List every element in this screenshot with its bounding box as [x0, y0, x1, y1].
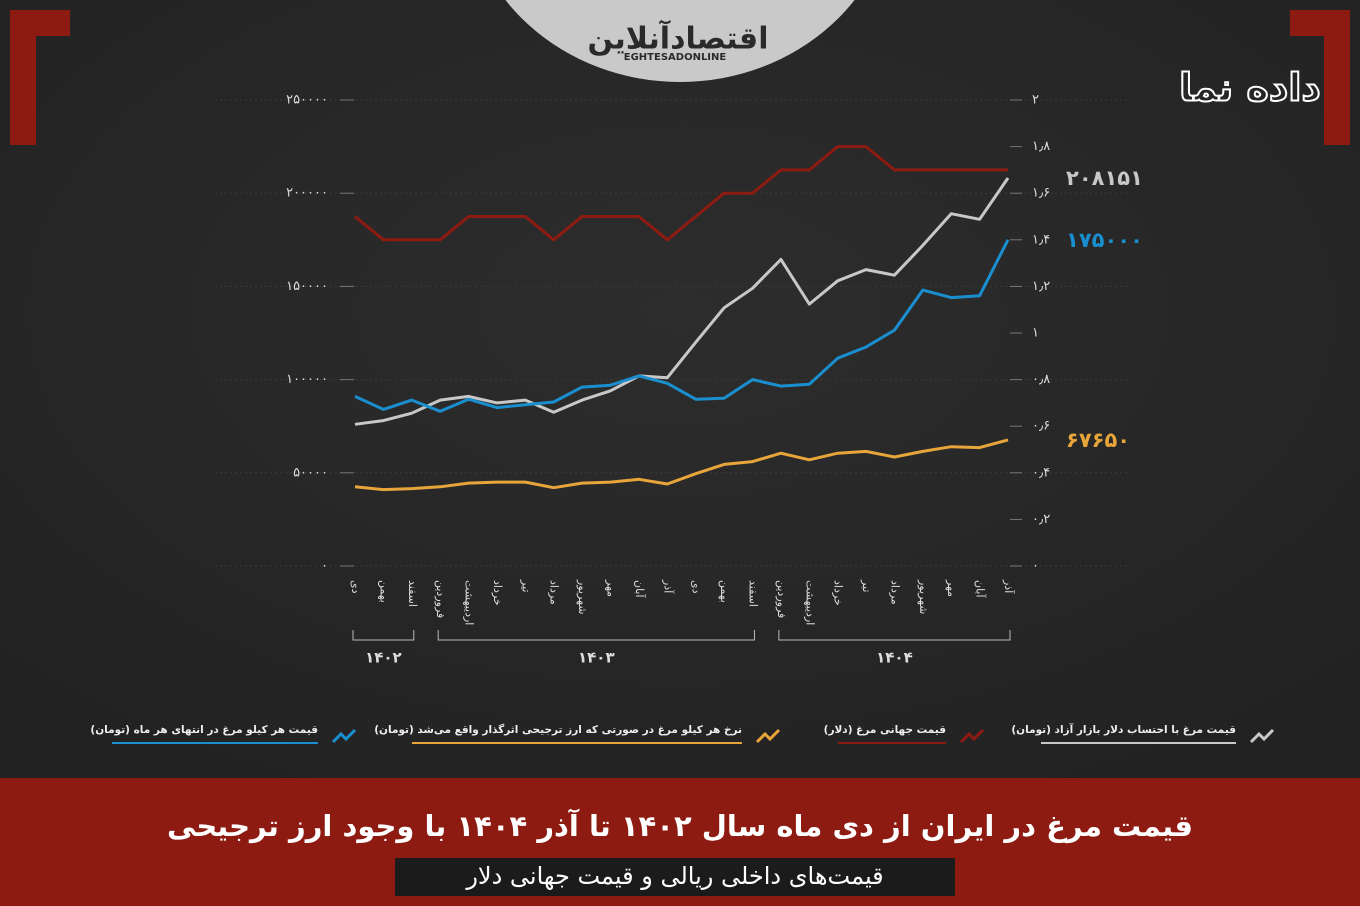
x-tick-label: آذر [661, 579, 675, 594]
y2-tick-label: ۰٫۲ [1032, 512, 1050, 527]
logo-backdrop [505, 0, 855, 82]
x-tick-label: مهر [605, 579, 618, 597]
x-tick-label: آبان [974, 580, 988, 598]
x-tick-label: تیر [860, 579, 873, 592]
y-tick-label: ۰ [321, 559, 328, 574]
x-tick-label: آذر [1002, 579, 1016, 594]
chart-title: قیمت مرغ در ایران از دی ماه سال ۱۴۰۲ تا … [167, 808, 1193, 843]
y2-tick-label: ۰٫۴ [1032, 465, 1050, 480]
legend-label: نرخ هر کیلو مرغ در صورتی که ارز ترجیحی ا… [374, 723, 742, 736]
x-tick-label: اردیبهشت [463, 580, 476, 625]
x-tick-label: بهمن [718, 580, 731, 603]
year-label: ۱۴۰۲ [365, 649, 402, 667]
series-logo: داده نما [1179, 66, 1321, 110]
x-tick-label: اسفند [746, 580, 759, 607]
year-bracket [352, 630, 415, 641]
y-tick-label: ۱۵۰۰۰۰ [286, 279, 328, 294]
x-tick-label: خرداد [491, 580, 504, 606]
y-tick-label: ۲۵۰۰۰۰ [286, 93, 328, 108]
series-line [354, 239, 1010, 413]
y2-tick-label: ۱٫۴ [1032, 232, 1050, 247]
value-label: ۱۷۵۰۰۰ [1066, 228, 1143, 252]
x-tick-label: مهر [945, 579, 958, 597]
legend-label: قیمت هر کیلو مرغ در انتهای هر ماه (تومان… [90, 724, 318, 736]
legend-icon [1249, 728, 1275, 744]
series-line [354, 438, 1009, 492]
value-label: ۲۰۸۱۵۱ [1066, 166, 1143, 190]
x-tick-label: مرداد [548, 580, 561, 605]
year-label: ۱۴۰۳ [578, 649, 615, 667]
value-label: ۶۷۶۵۰ [1066, 428, 1130, 452]
x-tick-label: شهریور [576, 579, 589, 614]
x-tick-label: شهریور [917, 579, 930, 614]
legend-icon [755, 728, 781, 744]
y-tick-label: ۵۰۰۰۰ [293, 465, 328, 480]
y2-tick-label: ۰٫۶ [1032, 419, 1050, 434]
series-line [354, 177, 1010, 426]
x-tick-label: آبان [633, 580, 647, 598]
x-tick-label: دی [690, 580, 703, 594]
y2-tick-label: ۱٫۲ [1032, 279, 1050, 294]
legend-label: قیمت مرغ با احتساب دلار بازار آزاد (توما… [1011, 723, 1236, 736]
year-label: ۱۴۰۴ [876, 649, 913, 667]
chart-subtitle: قیمت‌های داخلی ریالی و قیمت جهانی دلار [465, 862, 883, 890]
legend-label: قیمت جهانی مرغ (دلار) [824, 724, 946, 736]
subtitle-box [395, 858, 955, 896]
year-bracket [778, 630, 1011, 641]
y2-tick-label: ۰٫۸ [1032, 372, 1050, 387]
corner-bracket [1290, 10, 1350, 145]
y2-tick-label: ۱ [1032, 326, 1039, 341]
x-tick-label: مرداد [888, 580, 901, 605]
x-tick-label: خرداد [832, 580, 845, 606]
site-logo: اقتصادآنلاین [588, 20, 769, 57]
site-logo-latin: EGHTESADONLINE [624, 52, 727, 63]
y2-tick-label: ۲ [1032, 93, 1039, 108]
x-tick-label: فروردین [775, 580, 788, 618]
x-tick-label: بهمن [377, 580, 390, 603]
y-tick-label: ۲۰۰۰۰۰ [286, 186, 328, 201]
x-tick-label: دی [349, 580, 362, 594]
corner-bracket [10, 10, 70, 145]
x-tick-label: اسفند [406, 580, 419, 607]
year-bracket [437, 630, 755, 641]
y2-tick-label: ۱٫۸ [1032, 139, 1050, 154]
series-line [354, 145, 1008, 242]
y-tick-label: ۱۰۰۰۰۰ [286, 372, 328, 387]
y2-tick-label: ۱٫۶ [1032, 186, 1050, 201]
x-tick-label: فروردین [434, 580, 447, 618]
x-tick-label: اردیبهشت [803, 580, 816, 625]
y2-tick-label: ۰ [1032, 559, 1039, 574]
legend-icon [331, 728, 357, 744]
x-tick-label: تیر [519, 579, 532, 592]
legend-icon [959, 728, 985, 744]
